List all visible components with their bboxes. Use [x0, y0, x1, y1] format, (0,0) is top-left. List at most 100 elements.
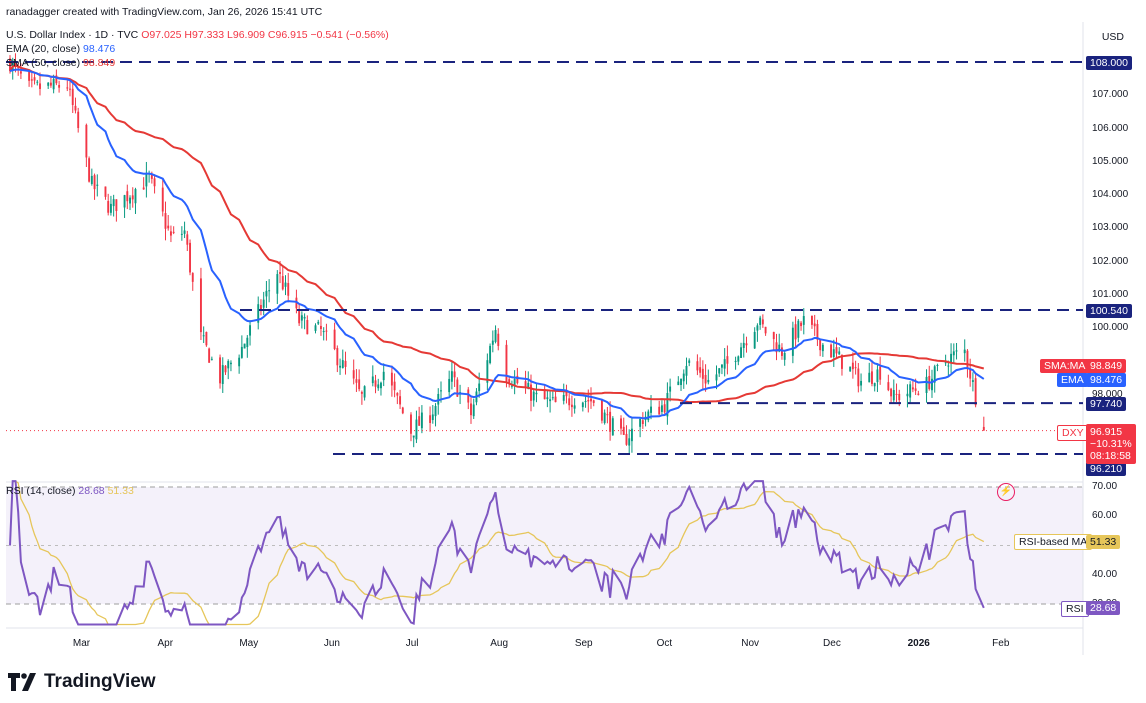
candle-body [456, 379, 459, 397]
price-tick-label: 105.000 [1092, 155, 1129, 167]
price-tick-label: 104.000 [1092, 189, 1129, 200]
candle-body [107, 201, 110, 213]
candle-body [813, 323, 816, 327]
rsi-tick-label: 40.00 [1092, 568, 1118, 580]
time-tick-label: Aug [490, 638, 509, 649]
candle-body [336, 348, 339, 366]
candle-body [489, 345, 492, 363]
candle-body [639, 418, 642, 427]
candle-body [238, 357, 241, 367]
candle-body [33, 77, 36, 81]
candle-body [360, 391, 363, 394]
sma-legend[interactable]: SMA (50, close) 98.849 [6, 57, 115, 69]
candle-body [952, 351, 955, 356]
candle-body [287, 283, 290, 296]
candle-body [93, 175, 96, 190]
candle-body [963, 349, 966, 354]
rsi-tick-label: 60.00 [1092, 510, 1118, 522]
candle-body [134, 189, 137, 204]
dxy-tag-value: 96.915 [1090, 426, 1123, 438]
candle-body [944, 362, 947, 364]
candle-body [17, 67, 20, 69]
candle-body [380, 382, 382, 389]
ohlc-close: C96.915 [267, 29, 308, 41]
rsi-tag-name: RSI [1061, 601, 1089, 617]
candle-body [434, 406, 437, 417]
candle-body [131, 195, 134, 200]
candle-body [186, 234, 189, 245]
ema-20-line [9, 68, 985, 420]
currency-label: USD [1101, 31, 1124, 43]
time-tick-label: Apr [157, 638, 174, 649]
candle-body [740, 347, 742, 358]
candle-body [448, 378, 451, 393]
candle-body [491, 340, 494, 345]
candle-body [55, 75, 58, 84]
candle-body [325, 330, 328, 332]
candle-body [622, 426, 625, 435]
candle-body [412, 435, 415, 438]
candle-body [745, 343, 748, 346]
candle-body [641, 420, 644, 425]
tradingview-logo[interactable]: TradingView [8, 671, 156, 693]
candle-body [104, 186, 107, 197]
candle-body [816, 324, 819, 340]
candle-body [911, 387, 914, 390]
candle-body [800, 322, 803, 327]
candle-body [115, 199, 118, 212]
candle-body [39, 83, 41, 89]
candle-body [161, 187, 164, 212]
candle-body [720, 364, 723, 368]
candle-body [169, 231, 172, 236]
dxy-tag-name: DXY [1057, 425, 1089, 441]
candle-body [841, 354, 843, 369]
attribution: ranadagger created with TradingView.com,… [6, 6, 323, 18]
candle-body [630, 428, 633, 442]
candle-body [14, 61, 17, 65]
lightning-icon[interactable]: ⚡ [997, 483, 1015, 501]
candle-body [418, 416, 421, 426]
candle-body [284, 282, 287, 287]
candle-body [925, 376, 928, 393]
dxy-tag-change: −10.31% [1090, 438, 1132, 450]
candle-body [772, 332, 775, 340]
candle-body [688, 360, 691, 363]
candle-body [532, 391, 535, 401]
candle-body [221, 365, 224, 384]
candle-body [906, 393, 909, 397]
candle-body [164, 213, 167, 229]
candle-body [524, 381, 527, 388]
candle-body [931, 378, 933, 391]
candle-body [85, 124, 88, 158]
ema-legend-value: 98.476 [83, 43, 116, 55]
candle-body [229, 362, 232, 365]
candle-body [199, 278, 202, 333]
candle-body [775, 342, 778, 353]
candle-body [699, 367, 702, 373]
candle-body [240, 346, 243, 358]
candle-body [300, 315, 303, 321]
rsi-legend[interactable]: RSI (14, close) 28.68 51.33 [6, 485, 134, 497]
candle-body [467, 389, 470, 403]
candle-body [150, 174, 153, 179]
candle-body [142, 187, 145, 190]
candle-body [868, 372, 871, 383]
time-tick-label: Jun [323, 638, 340, 649]
ema-legend[interactable]: EMA (20, close) 98.476 [6, 43, 115, 55]
rsi-ma-line [9, 480, 985, 626]
candle-body [715, 374, 718, 381]
candle-body [797, 320, 800, 338]
candle-body [390, 372, 393, 386]
candle-body [265, 290, 268, 297]
candle-body [570, 404, 573, 408]
candle-body [363, 386, 366, 398]
candle-body [849, 366, 852, 372]
candle-body [620, 418, 622, 429]
candle-body [377, 384, 380, 389]
symbol-line: U.S. Dollar Index · 1D · TVC O97.025 H97… [6, 29, 389, 41]
candle-body [666, 392, 669, 417]
rsi-tag-value: 28.68 [1086, 601, 1121, 615]
candle-body [431, 414, 434, 421]
candle-body [429, 415, 432, 423]
candle-body [704, 374, 707, 384]
